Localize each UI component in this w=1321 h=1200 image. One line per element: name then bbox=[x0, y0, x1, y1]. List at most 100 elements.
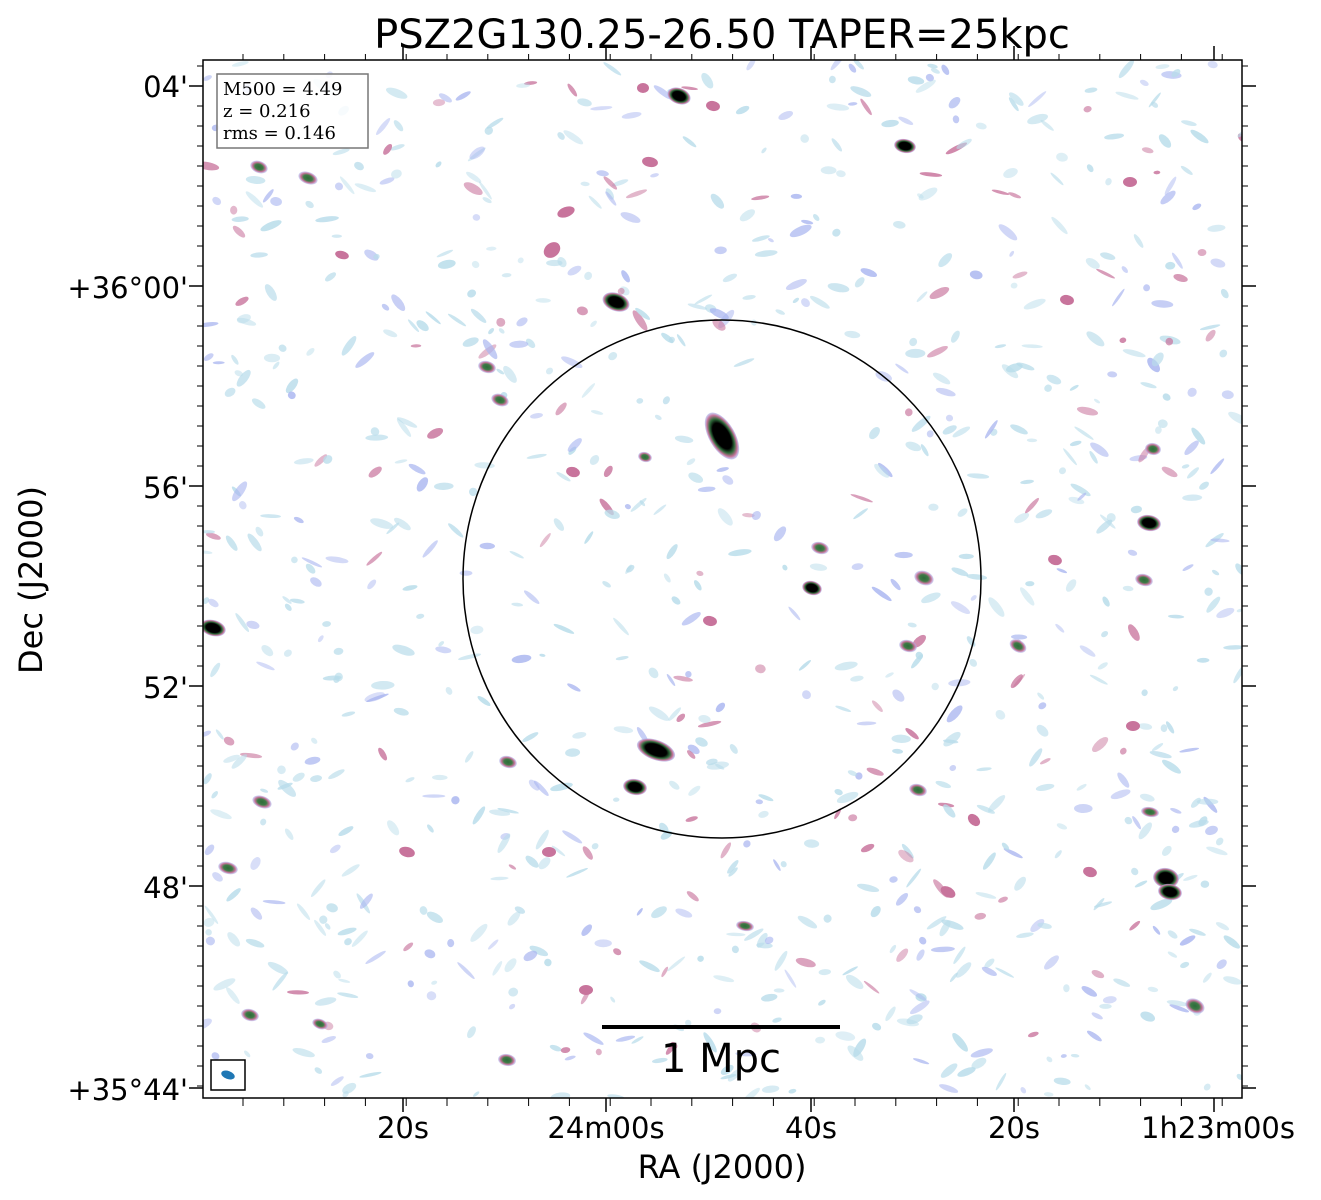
noise-blob bbox=[1161, 845, 1172, 856]
noise-blob bbox=[927, 63, 938, 69]
noise-blob bbox=[955, 962, 972, 978]
noise-blob bbox=[685, 671, 692, 678]
noise-blob bbox=[1003, 848, 1023, 859]
noise-blob bbox=[1038, 702, 1047, 710]
noise-blob bbox=[713, 975, 735, 983]
noise-blob bbox=[1076, 783, 1087, 791]
noise-blob bbox=[419, 906, 428, 915]
noise-blob bbox=[836, 791, 859, 804]
noise-blob bbox=[1191, 427, 1206, 445]
noise-blob bbox=[1148, 92, 1161, 108]
noise-blob bbox=[869, 427, 880, 440]
noise-blob bbox=[533, 780, 549, 796]
noise-blob bbox=[856, 721, 877, 726]
noise-blob bbox=[403, 942, 414, 952]
noise-blob bbox=[775, 309, 785, 315]
noise-blob bbox=[890, 578, 901, 591]
noise-blob bbox=[416, 320, 429, 332]
noise-blob bbox=[262, 900, 286, 905]
noise-blob bbox=[668, 707, 682, 721]
noise-blob bbox=[951, 567, 969, 577]
noise-blob bbox=[1210, 538, 1230, 543]
noise-blob bbox=[594, 939, 612, 948]
noise-blob bbox=[290, 742, 299, 751]
noise-blob bbox=[686, 891, 699, 902]
faint-source bbox=[706, 100, 720, 112]
noise-blob bbox=[305, 200, 314, 209]
noise-blob bbox=[351, 930, 368, 947]
noise-blob bbox=[648, 667, 659, 679]
bright-source bbox=[1137, 514, 1161, 532]
noise-blob bbox=[744, 928, 764, 941]
noise-blob bbox=[693, 580, 702, 591]
noise-blob bbox=[1122, 349, 1146, 358]
beam-box bbox=[210, 1059, 246, 1091]
noise-blob bbox=[870, 906, 881, 918]
noise-blob bbox=[915, 79, 936, 93]
noise-blob bbox=[370, 427, 380, 436]
faint-source bbox=[399, 846, 415, 858]
noise-blob bbox=[564, 1055, 576, 1061]
noise-blob bbox=[310, 879, 326, 898]
noise-blob bbox=[790, 193, 803, 199]
noise-blob bbox=[939, 1084, 959, 1093]
noise-blob bbox=[809, 563, 828, 571]
noise-blob bbox=[720, 842, 732, 859]
bright-source bbox=[704, 412, 740, 460]
noise-blob bbox=[1236, 1073, 1242, 1080]
noise-blob bbox=[1233, 664, 1242, 684]
noise-blob bbox=[213, 978, 236, 991]
noise-blob bbox=[581, 383, 596, 398]
noise-blob bbox=[666, 544, 678, 560]
figure-title: PSZ2G130.25-26.50 TAPER=25kpc bbox=[374, 12, 1070, 58]
noise-blob bbox=[509, 1003, 516, 1010]
noise-blob bbox=[1129, 920, 1141, 931]
noise-blob bbox=[1134, 880, 1148, 888]
noise-blob bbox=[278, 344, 287, 352]
noise-blob bbox=[994, 344, 1007, 349]
noise-blob bbox=[1096, 519, 1113, 534]
noise-blob bbox=[1139, 79, 1149, 87]
noise-blob bbox=[306, 348, 315, 356]
noise-blob bbox=[582, 846, 593, 860]
noise-blob bbox=[1181, 464, 1190, 469]
noise-blob bbox=[896, 948, 909, 962]
noise-blob bbox=[905, 728, 919, 740]
noise-blob bbox=[324, 923, 331, 930]
noise-blob bbox=[468, 487, 478, 497]
noise-blob bbox=[906, 1014, 923, 1025]
noise-blob bbox=[860, 268, 878, 278]
noise-blob bbox=[812, 214, 820, 221]
noise-blob bbox=[341, 711, 356, 717]
noise-blob bbox=[416, 613, 425, 619]
noise-blob bbox=[591, 843, 599, 850]
noise-blob bbox=[1055, 623, 1065, 633]
noise-blob bbox=[310, 577, 322, 587]
bright-source bbox=[1158, 883, 1182, 901]
noise-blob bbox=[427, 428, 444, 439]
noise-blob bbox=[909, 989, 927, 1002]
noise-blob bbox=[675, 908, 693, 918]
compact-source bbox=[498, 1053, 516, 1067]
noise-blob bbox=[1090, 442, 1109, 457]
noise-blob bbox=[223, 754, 240, 763]
noise-blob bbox=[804, 839, 820, 848]
noise-blob bbox=[909, 1000, 930, 1015]
noise-blob bbox=[365, 1053, 374, 1060]
noise-blob bbox=[860, 98, 872, 116]
noise-blob bbox=[835, 1031, 856, 1041]
noise-blob bbox=[212, 872, 223, 882]
noise-blob bbox=[236, 314, 251, 324]
scale-bar-label: 1 Mpc bbox=[661, 1036, 781, 1082]
noise-blob bbox=[334, 672, 343, 682]
noise-blob bbox=[422, 540, 438, 558]
noise-blob bbox=[991, 189, 1010, 195]
noise-blob bbox=[1044, 384, 1052, 392]
noise-blob bbox=[713, 1008, 722, 1015]
noise-blob bbox=[407, 319, 420, 333]
noise-blob bbox=[260, 788, 269, 793]
noise-blob bbox=[778, 110, 794, 121]
noise-blob bbox=[845, 974, 864, 990]
compact-source bbox=[1185, 998, 1205, 1014]
noise-blob bbox=[1158, 134, 1172, 148]
